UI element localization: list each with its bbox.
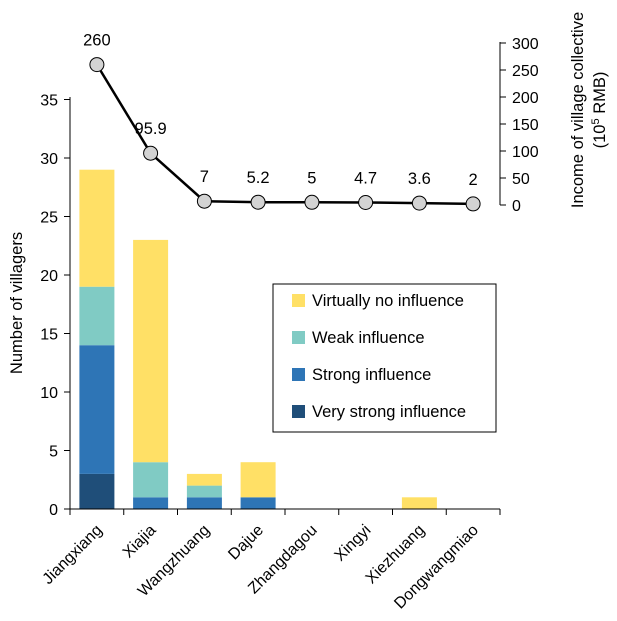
income-line <box>95 63 474 206</box>
right-y-axis-title-prefix: (10 <box>591 125 609 149</box>
legend-swatch-strong-influence <box>292 368 305 381</box>
right-y-axis-title-line1: Income of village collective <box>569 12 587 208</box>
right-y-axis-title-suffix: RMB) <box>591 72 609 119</box>
category-label-xiajia: Xiajia <box>120 522 160 562</box>
income-label-wangzhuang: 7 <box>200 168 209 186</box>
bar-jiangxiang-weak-influence <box>79 286 115 346</box>
legend-swatch-very-strong-influence <box>292 405 305 418</box>
bar-jiangxiang-strong-influence <box>79 345 115 474</box>
right-y-tick-label: 0 <box>512 198 521 215</box>
left-y-tick-label: 35 <box>40 93 58 110</box>
left-y-axis-title: Number of villagers <box>8 232 26 374</box>
bar-dajue-virtually-no-influence <box>240 462 276 498</box>
income-marker-dongwangmiao <box>465 196 481 212</box>
category-label-xingyi: Xingyi <box>332 522 375 565</box>
legend-swatch-virtually-no-influence <box>292 294 305 307</box>
left-y-tick-label: 15 <box>40 327 58 344</box>
legend-label-weak-influence: Weak influence <box>312 329 425 347</box>
legend: Virtually no influence Weak influence St… <box>272 283 497 433</box>
legend-label-virtually-no-influence: Virtually no influence <box>312 292 464 310</box>
legend-swatch-weak-influence <box>292 331 305 344</box>
right-y-axis-title-sup: 5 <box>590 118 602 124</box>
income-line-layer: 260 95.9 7 5.2 5 4.7 3.6 2 <box>83 32 481 212</box>
income-marker-zhangdagou <box>304 194 320 210</box>
right-y-tick-label: 300 <box>512 36 539 53</box>
bar-xiajia-strong-influence <box>133 497 169 509</box>
income-label-dajue: 5.2 <box>247 169 270 187</box>
income-marker-jiangxiang <box>89 57 105 73</box>
bar-dajue-strong-influence <box>240 497 276 509</box>
bar-wangzhuang-strong-influence <box>186 497 222 509</box>
left-y-ticks: 0 5 10 15 20 25 30 35 <box>40 93 70 519</box>
bars-layer <box>79 169 437 509</box>
right-y-tick-label: 150 <box>512 117 539 134</box>
left-y-tick-label: 10 <box>40 385 58 402</box>
bar-wangzhuang-virtually-no-influence <box>186 473 222 486</box>
income-marker-xiajia <box>143 145 159 161</box>
category-label-jiangxiang: Jiangxiang <box>40 522 106 588</box>
income-label-xiezhuang: 3.6 <box>408 170 431 188</box>
legend-label-very-strong-influence: Very strong influence <box>312 403 466 421</box>
bar-wangzhuang-weak-influence <box>186 485 222 498</box>
bar-jiangxiang-very-strong-influence <box>79 473 115 509</box>
bar-xiajia-weak-influence <box>133 462 169 498</box>
left-y-tick-label: 30 <box>40 151 58 168</box>
income-label-jiangxiang: 260 <box>83 32 111 50</box>
left-y-tick-label: 25 <box>40 210 58 227</box>
income-label-xingyi: 4.7 <box>354 170 377 188</box>
right-y-tick-label: 50 <box>512 171 530 188</box>
income-label-xiajia: 95.9 <box>135 120 167 138</box>
bar-xiajia-virtually-no-influence <box>133 239 169 463</box>
income-label-dongwangmiao: 2 <box>469 171 478 189</box>
left-y-tick-label: 20 <box>40 268 58 285</box>
left-y-tick-label: 5 <box>49 444 58 461</box>
right-y-tick-label: 100 <box>512 144 539 161</box>
income-marker-wangzhuang <box>196 193 212 209</box>
right-y-tick-label: 200 <box>512 90 539 107</box>
right-y-axis-title-line2: (105 RMB) <box>590 72 609 149</box>
income-marker-dajue <box>250 194 266 210</box>
legend-label-strong-influence: Strong influence <box>312 366 431 384</box>
income-marker-xiezhuang <box>411 195 427 211</box>
right-y-ticks: 0 50 100 150 200 250 300 <box>500 36 539 215</box>
bar-jiangxiang-virtually-no-influence <box>79 169 115 287</box>
left-y-tick-label: 0 <box>49 502 58 519</box>
bar-xiezhuang-virtually-no-influence <box>401 497 437 509</box>
right-y-tick-label: 250 <box>512 63 539 80</box>
income-label-zhangdagou: 5 <box>307 169 316 187</box>
income-marker-xingyi <box>358 195 374 210</box>
category-label-dajue: Dajue <box>225 522 267 564</box>
legend-box <box>272 283 497 433</box>
